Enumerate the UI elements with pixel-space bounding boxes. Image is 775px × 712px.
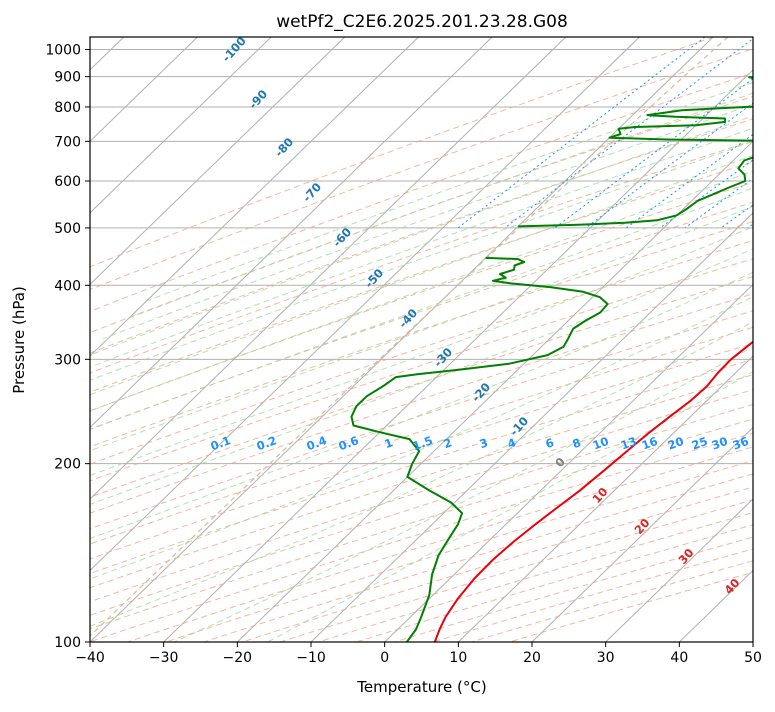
y-tick-label: 900 bbox=[54, 70, 81, 86]
x-tick-label: 20 bbox=[523, 650, 541, 666]
x-tick-label: 10 bbox=[449, 650, 467, 666]
plot-background bbox=[90, 37, 753, 642]
x-tick-label: 40 bbox=[670, 650, 688, 666]
plot-area bbox=[90, 37, 753, 642]
y-tick-label: 1000 bbox=[45, 43, 81, 59]
x-tick-label: −40 bbox=[75, 650, 105, 666]
y-tick-label: 800 bbox=[54, 100, 81, 116]
x-tick-label: 0 bbox=[380, 650, 389, 666]
x-tick-label: −20 bbox=[223, 650, 253, 666]
x-tick-label: −10 bbox=[296, 650, 326, 666]
y-tick-label: 400 bbox=[54, 278, 81, 294]
y-tick-label: 500 bbox=[54, 221, 81, 237]
y-axis-label: Pressure (hPa) bbox=[10, 286, 28, 394]
y-tick-label: 600 bbox=[54, 174, 81, 190]
x-tick-label: 30 bbox=[597, 650, 615, 666]
y-tick-label: 200 bbox=[54, 457, 81, 473]
chart-title: wetPf2_C2E6.2025.201.23.28.G08 bbox=[276, 12, 568, 32]
x-tick-label: 50 bbox=[744, 650, 762, 666]
x-tick-label: −30 bbox=[149, 650, 179, 666]
isotherm-50 bbox=[753, 37, 775, 642]
x-axis-label: Temperature (°C) bbox=[356, 678, 486, 696]
y-tick-label: 300 bbox=[54, 352, 81, 368]
y-tick-label: 700 bbox=[54, 134, 81, 150]
y-tick-label: 100 bbox=[54, 635, 81, 651]
